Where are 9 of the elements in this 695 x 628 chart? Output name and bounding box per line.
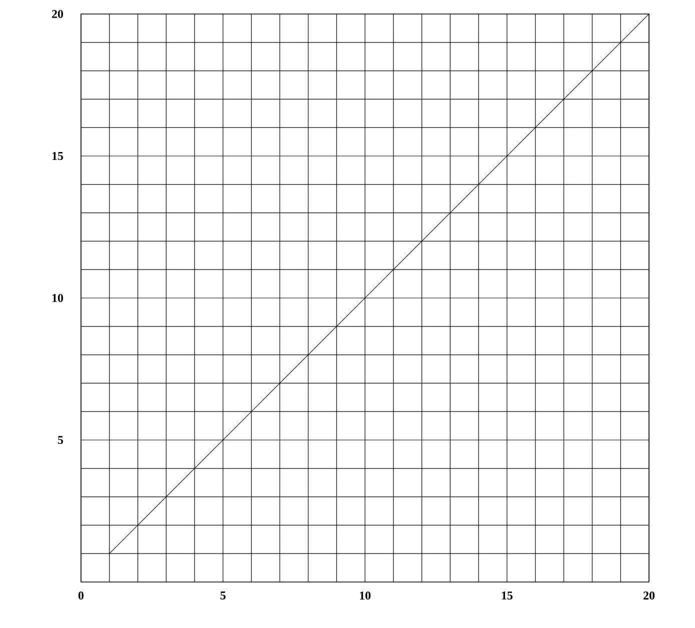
x-tick-label: 5	[220, 592, 226, 600]
y-tick-label: 15	[52, 152, 64, 160]
y-tick-label: 10	[52, 294, 64, 302]
y-tick-label: 20	[52, 10, 64, 18]
y-tick-label: 5	[58, 436, 64, 444]
x-tick-label: 10	[360, 592, 371, 600]
x-tick-label: 20	[644, 592, 655, 600]
x-tick-label: 15	[502, 592, 513, 600]
x-tick-label: 0	[78, 592, 84, 600]
